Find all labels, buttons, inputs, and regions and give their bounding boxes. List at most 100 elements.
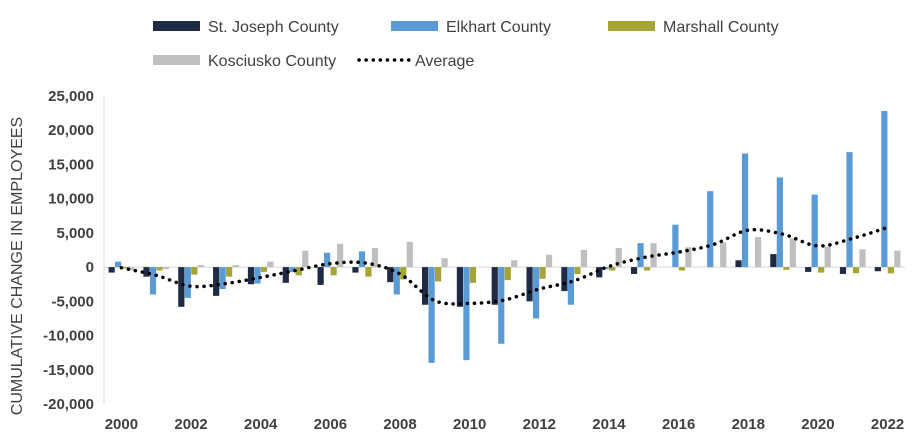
bar-elkhart-county-2013	[567, 267, 574, 305]
bar-kosciusko-county-2008	[406, 241, 413, 268]
x-axis: 2000 2002 2004 2006 2008 2010 2012 2014 2016 2018…	[105, 416, 905, 433]
bar-marshall-county-2004	[260, 267, 268, 272]
y-tick-label: 25,000	[48, 88, 94, 105]
x-tick-label: 2010	[453, 416, 486, 433]
bar-marshall-county-2019	[783, 267, 790, 270]
bar-kosciusko-county-2014	[615, 247, 622, 268]
bar-kosciusko-county-2003	[232, 265, 239, 268]
bar-elkhart-county-2011	[498, 267, 505, 344]
legend-label-kosciusko-county: Kosciusko County	[208, 53, 336, 70]
bar-st-joseph-county-2012	[526, 267, 533, 302]
legend-label-elkhart-county: Elkhart County	[446, 19, 551, 36]
bar-elkhart-county-2001	[149, 267, 157, 295]
bar-marshall-county-2005	[295, 267, 302, 276]
bar-elkhart-county-2017	[707, 191, 714, 268]
bar-kosciusko-county-2001	[162, 267, 170, 270]
legend-label-average: Average	[415, 53, 474, 70]
y-tick-label: -20,000	[43, 396, 94, 413]
bar-marshall-county-2009	[435, 267, 442, 282]
bars	[108, 111, 901, 363]
y-tick-label: 20,000	[48, 122, 94, 139]
x-tick-label: 2008	[383, 416, 416, 433]
bar-st-joseph-county-2022	[874, 267, 881, 272]
bar-marshall-county-2012	[539, 267, 546, 279]
bar-marshall-county-2010	[469, 267, 477, 283]
bar-elkhart-county-2007	[358, 251, 366, 268]
bar-kosciusko-county-2012	[545, 254, 553, 268]
legend-swatch-kosciusko-county	[153, 55, 200, 65]
bar-st-joseph-county-2000	[108, 267, 115, 273]
y-tick-label: -15,000	[43, 362, 94, 379]
x-tick-label: 2000	[105, 416, 138, 433]
bar-kosciusko-county-2000	[128, 267, 135, 271]
bar-elkhart-county-2006	[324, 252, 331, 268]
x-tick-label: 2020	[801, 416, 834, 433]
bar-elkhart-county-2009	[428, 267, 435, 363]
bar-st-joseph-county-2010	[456, 267, 464, 307]
y-tick-label: 15,000	[48, 156, 94, 173]
bar-marshall-county-2011	[504, 267, 511, 281]
bar-marshall-county-2006	[330, 267, 337, 276]
bar-kosciusko-county-2004	[267, 261, 274, 268]
bar-elkhart-county-2019	[776, 177, 783, 268]
bar-elkhart-county-2002	[184, 267, 191, 298]
bar-elkhart-county-2008	[393, 267, 400, 295]
legend-swatch-st-joseph-county	[153, 21, 200, 31]
bar-elkhart-county-2004	[254, 267, 261, 284]
bar-elkhart-county-2003	[219, 267, 226, 290]
bar-kosciusko-county-2005	[302, 250, 309, 268]
bar-marshall-county-2002	[191, 267, 198, 275]
bar-marshall-county-2003	[226, 267, 233, 277]
bar-marshall-county-2015	[643, 267, 651, 271]
bar-st-joseph-county-2008	[387, 267, 394, 283]
bar-elkhart-county-2015	[637, 243, 644, 268]
bar-marshall-county-2021	[852, 267, 860, 274]
bar-marshall-county-2014	[609, 267, 616, 271]
bar-marshall-county-2020	[818, 267, 825, 273]
x-tick-label: 2012	[523, 416, 556, 433]
bar-marshall-county-2013	[574, 267, 581, 274]
bar-elkhart-county-2020	[811, 194, 818, 268]
bar-st-joseph-county-2019	[770, 254, 777, 268]
bar-st-joseph-county-2014	[596, 267, 603, 278]
bar-st-joseph-county-2007	[352, 267, 359, 273]
legend-swatch-elkhart-county	[391, 21, 438, 31]
y-axis-title: CUMULATIVE CHANGE IN EMPLOYEES	[9, 117, 26, 415]
legend-label-st-joseph-county: St. Joseph County	[208, 19, 339, 36]
bar-marshall-county-2007	[365, 267, 372, 277]
bar-st-joseph-county-2009	[422, 267, 429, 305]
y-axis: 25,000 20,000 15,000 10,000 5,000 0 -5,000 -10,…	[43, 88, 905, 413]
bar-kosciusko-county-2019	[789, 238, 796, 268]
bar-st-joseph-county-2001	[143, 267, 150, 277]
bar-kosciusko-county-2020	[824, 246, 831, 268]
x-tick-label: 2006	[314, 416, 347, 433]
bar-st-joseph-county-2003	[213, 267, 220, 296]
bar-st-joseph-county-2011	[491, 267, 498, 305]
legend-label-marshall-county: Marshall County	[663, 19, 779, 36]
bar-elkhart-county-2005	[289, 267, 296, 272]
bar-kosciusko-county-2018	[754, 237, 762, 268]
bar-st-joseph-county-2013	[561, 267, 568, 292]
bar-kosciusko-county-2006	[337, 243, 344, 268]
bar-st-joseph-county-2006	[317, 267, 324, 285]
bar-marshall-county-2016	[678, 267, 685, 271]
bar-marshall-county-2001	[156, 267, 163, 271]
bar-st-joseph-county-2004	[247, 267, 255, 285]
x-tick-label: 2018	[732, 416, 765, 433]
bar-elkhart-county-2018	[741, 153, 749, 268]
bar-elkhart-county-2012	[532, 267, 540, 319]
bar-marshall-county-2022	[887, 267, 894, 274]
x-tick-label: 2022	[871, 416, 904, 433]
bar-marshall-county-2000	[121, 267, 128, 269]
bar-kosciusko-county-2007	[371, 247, 379, 268]
bar-kosciusko-county-2013	[580, 250, 587, 268]
bar-kosciusko-county-2009	[441, 258, 448, 268]
bar-kosciusko-county-2002	[197, 265, 204, 268]
bar-kosciusko-county-2016	[685, 247, 692, 268]
bar-st-joseph-county-2020	[805, 267, 812, 272]
y-tick-label: -10,000	[43, 328, 94, 345]
x-tick-label: 2004	[244, 416, 278, 433]
x-tick-label: 2016	[662, 416, 695, 433]
bar-elkhart-county-2010	[463, 267, 470, 361]
